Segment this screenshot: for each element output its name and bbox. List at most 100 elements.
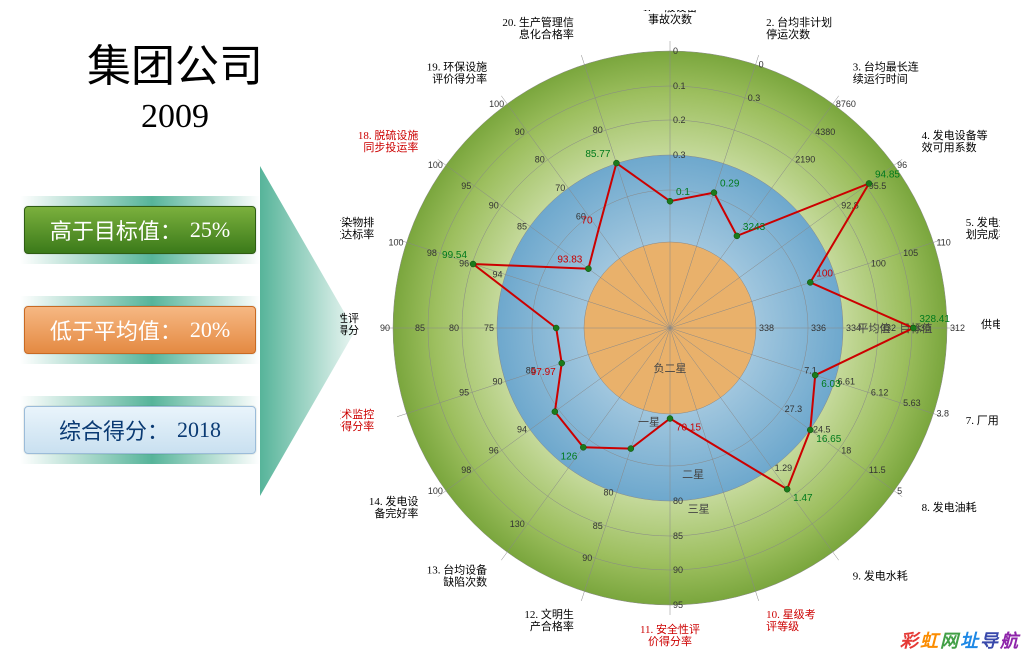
- kpi-above-target: 高于目标值： 25%: [24, 206, 256, 254]
- svg-text:85: 85: [517, 221, 527, 231]
- svg-text:94: 94: [492, 270, 502, 280]
- svg-text:340: 340: [340, 10, 355, 12]
- svg-text:6.03: 6.03: [821, 379, 841, 390]
- svg-text:一星: 一星: [638, 416, 660, 429]
- svg-text:98: 98: [461, 465, 471, 475]
- svg-text:同步投运率: 同步投运率: [363, 140, 418, 154]
- kpi3-label: 综合得分：: [59, 414, 169, 446]
- svg-text:130: 130: [510, 519, 525, 529]
- svg-text:2190: 2190: [795, 155, 815, 165]
- svg-text:100: 100: [489, 99, 504, 109]
- svg-text:90: 90: [582, 553, 592, 563]
- svg-text:85.77: 85.77: [585, 149, 610, 160]
- svg-text:100: 100: [389, 237, 404, 247]
- svg-text:328.41: 328.41: [919, 314, 950, 325]
- svg-text:3.8: 3.8: [936, 409, 949, 419]
- svg-text:105: 105: [903, 248, 918, 258]
- kpi-total-score: 综合得分： 2018: [24, 406, 256, 454]
- svg-text:0.1: 0.1: [673, 81, 686, 91]
- svg-text:19. 环保设施: 19. 环保设施: [427, 59, 488, 73]
- svg-text:产合格率: 产合格率: [530, 619, 574, 633]
- svg-text:97.97: 97.97: [531, 367, 556, 378]
- svg-text:80: 80: [535, 155, 545, 165]
- svg-text:90: 90: [380, 323, 390, 333]
- title-line1: 集团公司: [20, 30, 330, 94]
- svg-text:100: 100: [428, 160, 443, 170]
- svg-text:98: 98: [427, 248, 437, 258]
- svg-text:85: 85: [415, 323, 425, 333]
- svg-text:18. 脱硫设施: 18. 脱硫设施: [358, 128, 419, 142]
- svg-text:5: 5: [897, 486, 902, 496]
- svg-text:综合得分率: 综合得分率: [340, 419, 374, 433]
- svg-text:效可用系数: 效可用系数: [922, 140, 977, 154]
- svg-text:100: 100: [871, 259, 886, 269]
- svg-text:3243: 3243: [743, 222, 766, 233]
- svg-text:评价得分率: 评价得分率: [432, 71, 487, 85]
- svg-text:平均值: 平均值: [858, 322, 891, 335]
- svg-text:75: 75: [484, 323, 494, 333]
- page-title: 集团公司 2009: [20, 30, 330, 136]
- svg-text:80: 80: [673, 496, 683, 506]
- svg-text:6.12: 6.12: [871, 387, 889, 397]
- svg-text:评等级: 评等级: [766, 619, 799, 633]
- svg-text:90: 90: [515, 127, 525, 137]
- svg-text:11. 安全性评: 11. 安全性评: [640, 622, 700, 636]
- svg-text:85: 85: [673, 531, 683, 541]
- kpi2-value: 20%: [190, 317, 230, 343]
- svg-text:0.1: 0.1: [676, 187, 690, 198]
- svg-text:供电煤耗: 供电煤耗: [981, 317, 1000, 331]
- kpi2-label: 低于平均值：: [50, 314, 182, 346]
- svg-text:80: 80: [604, 488, 614, 498]
- svg-text:336: 336: [811, 323, 826, 333]
- svg-text:70: 70: [555, 183, 565, 193]
- svg-text:0.29: 0.29: [720, 179, 740, 190]
- svg-text:二星: 二星: [682, 468, 704, 481]
- svg-text:338: 338: [759, 323, 774, 333]
- radar-chart: 1. 一般设备事故次数00.10.20.32. 台均非计划停运次数00.33. …: [340, 10, 1000, 650]
- svg-text:95: 95: [673, 600, 683, 610]
- svg-text:7. 厂用电率: 7. 厂用电率: [966, 413, 1000, 427]
- svg-text:90: 90: [673, 565, 683, 575]
- svg-text:27.3: 27.3: [785, 404, 803, 414]
- svg-text:95: 95: [461, 181, 471, 191]
- svg-text:110: 110: [936, 237, 950, 247]
- svg-text:16. 经济性评: 16. 经济性评: [340, 311, 359, 325]
- kpi1-value: 25%: [190, 217, 230, 243]
- svg-text:15. 技术监控: 15. 技术监控: [340, 407, 374, 421]
- svg-text:5. 发电量计: 5. 发电量计: [966, 215, 1000, 229]
- svg-text:0.3: 0.3: [748, 93, 761, 103]
- svg-text:续运行时间: 续运行时间: [853, 71, 908, 85]
- svg-text:缺陷次数: 缺陷次数: [443, 575, 487, 589]
- svg-text:12. 文明生: 12. 文明生: [524, 607, 574, 621]
- svg-text:100: 100: [816, 268, 833, 279]
- svg-text:价得分: 价得分: [340, 324, 359, 337]
- svg-text:事故次数: 事故次数: [648, 12, 692, 26]
- svg-text:11.5: 11.5: [869, 465, 886, 475]
- svg-text:17. 污染物排: 17. 污染物排: [340, 215, 374, 229]
- svg-text:价得分率: 价得分率: [648, 634, 692, 648]
- svg-text:9. 发电水耗: 9. 发电水耗: [853, 569, 908, 583]
- svg-text:三星: 三星: [688, 503, 710, 516]
- svg-text:8760: 8760: [836, 99, 856, 109]
- svg-text:负二星: 负二星: [654, 361, 687, 375]
- svg-text:93.83: 93.83: [557, 255, 582, 266]
- svg-text:20. 生产管理信: 20. 生产管理信: [502, 15, 574, 29]
- kpi-below-average: 低于平均值： 20%: [24, 306, 256, 354]
- svg-text:0: 0: [673, 46, 678, 56]
- svg-text:备完好率: 备完好率: [374, 506, 418, 520]
- svg-text:95: 95: [459, 387, 469, 397]
- svg-text:94: 94: [517, 425, 527, 435]
- svg-text:16.65: 16.65: [816, 434, 841, 445]
- svg-text:1.47: 1.47: [793, 493, 813, 504]
- svg-text:4. 发电设备等: 4. 发电设备等: [922, 128, 988, 142]
- svg-text:70: 70: [581, 216, 593, 227]
- svg-text:2. 台均非计划: 2. 台均非计划: [766, 15, 832, 29]
- svg-text:99.54: 99.54: [442, 250, 467, 261]
- svg-text:10. 星级考: 10. 星级考: [766, 608, 816, 621]
- svg-text:0.3: 0.3: [673, 150, 686, 160]
- svg-text:85: 85: [593, 521, 603, 531]
- svg-text:划完成率: 划完成率: [966, 227, 1000, 241]
- svg-text:13. 台均设备: 13. 台均设备: [427, 563, 488, 577]
- big-arrow: 高于目标值： 25% 低于平均值： 20% 综合得分： 2018: [20, 166, 330, 526]
- svg-text:100: 100: [428, 486, 443, 496]
